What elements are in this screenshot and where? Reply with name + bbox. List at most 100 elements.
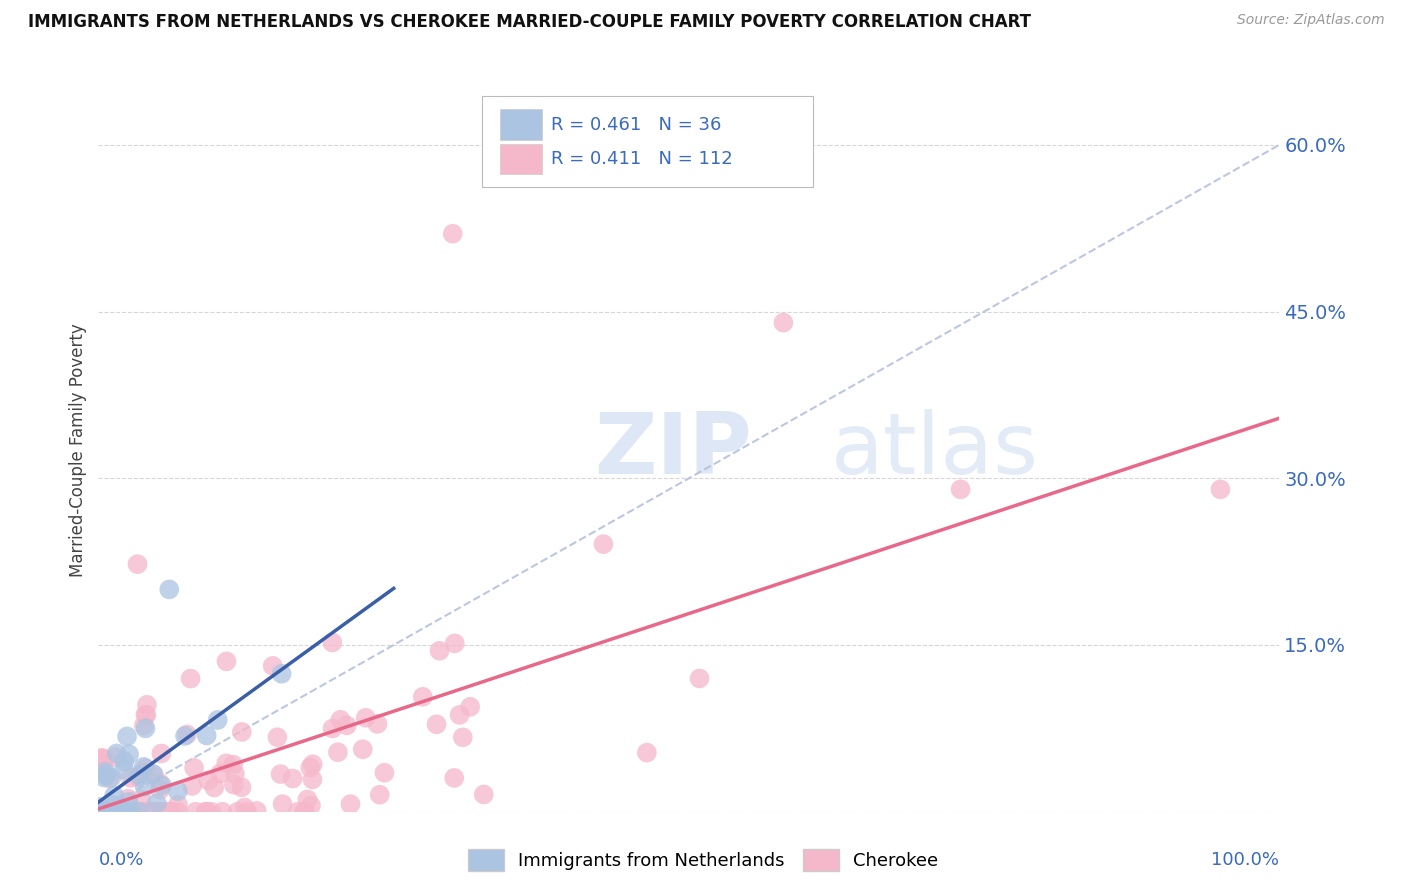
- Point: [97, 805, 120, 819]
- Point: [443, 636, 465, 650]
- Point: [202, 780, 225, 795]
- Point: [134, 722, 156, 736]
- Point: [636, 746, 658, 760]
- Point: [149, 776, 172, 790]
- Point: [301, 772, 323, 787]
- Point: [689, 672, 711, 686]
- Point: [166, 784, 188, 798]
- Point: [159, 805, 181, 819]
- Point: [266, 730, 288, 744]
- Point: [180, 672, 202, 686]
- Point: [195, 729, 218, 743]
- Point: [271, 797, 294, 811]
- Point: [89, 800, 111, 814]
- Point: [98, 805, 121, 819]
- Point: [287, 805, 309, 819]
- Point: [112, 805, 135, 819]
- Point: [441, 227, 464, 241]
- Text: R = 0.411   N = 112: R = 0.411 N = 112: [551, 150, 733, 169]
- Point: [449, 707, 471, 722]
- Point: [128, 805, 150, 819]
- Point: [429, 644, 451, 658]
- Point: [231, 725, 253, 739]
- Point: [89, 805, 111, 819]
- Point: [135, 762, 157, 776]
- Point: [472, 788, 495, 802]
- Text: R = 0.461   N = 36: R = 0.461 N = 36: [551, 116, 721, 134]
- Point: [412, 690, 434, 704]
- Point: [138, 805, 160, 819]
- Legend: Immigrants from Netherlands, Cherokee: Immigrants from Netherlands, Cherokee: [460, 842, 946, 879]
- Point: [98, 772, 121, 786]
- Point: [174, 729, 197, 743]
- Point: [142, 767, 165, 781]
- Point: [103, 798, 125, 813]
- Point: [120, 805, 142, 819]
- Point: [132, 718, 155, 732]
- Point: [128, 805, 150, 819]
- Point: [129, 792, 152, 806]
- Point: [368, 788, 391, 802]
- Point: [142, 805, 165, 819]
- Point: [115, 805, 138, 819]
- Point: [97, 805, 120, 819]
- Point: [167, 797, 190, 812]
- Text: ZIP: ZIP: [595, 409, 752, 492]
- Point: [93, 770, 115, 784]
- Point: [772, 316, 794, 330]
- Point: [148, 805, 170, 819]
- Point: [103, 789, 125, 803]
- Point: [184, 805, 207, 819]
- Point: [181, 779, 204, 793]
- Point: [142, 805, 165, 819]
- Point: [127, 771, 149, 785]
- Point: [159, 805, 181, 819]
- Point: [451, 731, 474, 745]
- Point: [336, 718, 359, 732]
- Point: [94, 764, 117, 779]
- Point: [458, 699, 481, 714]
- Point: [153, 805, 176, 819]
- Point: [134, 780, 156, 794]
- Point: [120, 805, 142, 819]
- Point: [366, 717, 388, 731]
- Point: [270, 666, 292, 681]
- Point: [246, 804, 269, 818]
- Point: [270, 767, 292, 781]
- Point: [352, 742, 374, 756]
- Point: [176, 727, 198, 741]
- Text: 0.0%: 0.0%: [98, 852, 143, 870]
- Point: [236, 805, 259, 819]
- Point: [222, 757, 245, 772]
- Point: [292, 805, 315, 819]
- Text: atlas: atlas: [831, 409, 1039, 492]
- Point: [150, 779, 173, 793]
- Point: [150, 747, 173, 761]
- Point: [112, 805, 135, 819]
- Point: [136, 698, 159, 712]
- Point: [94, 805, 117, 819]
- Point: [118, 805, 141, 819]
- Point: [149, 782, 172, 797]
- Point: [326, 745, 349, 759]
- Point: [209, 766, 232, 780]
- Point: [1209, 483, 1232, 497]
- Point: [200, 805, 222, 819]
- Point: [105, 747, 128, 761]
- Point: [215, 756, 238, 771]
- Point: [299, 761, 322, 775]
- Text: Source: ZipAtlas.com: Source: ZipAtlas.com: [1237, 13, 1385, 28]
- Point: [114, 754, 136, 768]
- Point: [90, 805, 112, 819]
- Point: [134, 805, 156, 819]
- Point: [226, 805, 249, 819]
- Point: [90, 751, 112, 765]
- Point: [120, 805, 142, 819]
- Point: [127, 557, 149, 571]
- Point: [97, 805, 120, 819]
- Point: [167, 805, 190, 819]
- Point: [94, 805, 117, 819]
- Text: IMMIGRANTS FROM NETHERLANDS VS CHEROKEE MARRIED-COUPLE FAMILY POVERTY CORRELATIO: IMMIGRANTS FROM NETHERLANDS VS CHEROKEE …: [28, 13, 1031, 31]
- FancyBboxPatch shape: [501, 110, 543, 140]
- Point: [160, 805, 183, 819]
